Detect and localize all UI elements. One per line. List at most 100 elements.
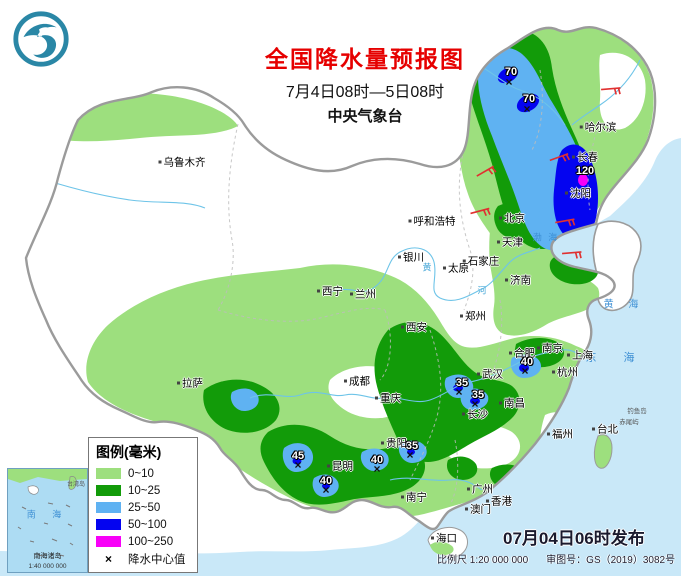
city-name: 广州 <box>472 483 493 496</box>
city-label-西安: 西安 <box>401 320 427 335</box>
city-dot <box>398 255 401 259</box>
city-name: 石家庄 <box>467 255 500 268</box>
city-label-济南: 济南 <box>505 273 531 288</box>
city-dot <box>572 155 575 159</box>
precip-center-value: 40 <box>319 475 333 487</box>
precip-center-value: 45 <box>291 450 305 462</box>
city-dot <box>462 259 466 263</box>
map-scale-line: 比例尺 1:20 000 000 审图号：GS（2019）3082号 <box>437 551 681 566</box>
city-dot <box>567 353 570 357</box>
city-label-沈阳: 沈阳 <box>565 186 591 201</box>
city-name: 西安 <box>406 321 427 334</box>
city-label-南宁: 南宁 <box>401 490 427 505</box>
issue-time: 07月04日06时发布 <box>503 529 645 548</box>
city-dot <box>350 292 353 296</box>
legend-swatch <box>96 536 121 547</box>
city-dot <box>327 464 330 468</box>
legend-range-label: 25~50 <box>128 501 161 514</box>
precip-core-xinjiang <box>63 110 69 116</box>
city-dot <box>344 379 347 383</box>
precip-center-marker: × <box>455 385 463 399</box>
precip-center-marker: × <box>523 102 531 116</box>
city-name: 哈尔滨 <box>584 121 617 134</box>
legend-swatch <box>96 468 121 479</box>
river-label: 黄 <box>422 262 432 273</box>
city-dot <box>537 346 540 350</box>
legend-item: 100~250 <box>96 533 191 550</box>
city-name: 昆明 <box>332 460 353 473</box>
precip-core-wuhan-1 <box>453 384 463 392</box>
legend-swatch <box>96 485 121 496</box>
inset-scale: 1:40 000 000 <box>28 563 67 570</box>
dry-hole-ne-top <box>599 52 646 130</box>
city-dot <box>505 278 508 282</box>
precip-core-guiyang <box>407 449 415 455</box>
city-dot <box>401 495 404 499</box>
city-name: 太原 <box>448 262 469 275</box>
city-dot <box>375 396 378 400</box>
precip-core-ne-70a <box>497 66 519 84</box>
city-name: 贵阳 <box>386 437 407 450</box>
city-dot <box>579 125 583 129</box>
wind-barb-icon <box>597 73 628 104</box>
legend-range-label: 10~25 <box>128 484 161 497</box>
city-name: 重庆 <box>380 392 401 405</box>
city-dot <box>547 432 550 436</box>
city-dot <box>460 314 463 318</box>
legend-swatch <box>96 502 121 513</box>
precip-core-shenyang-magenta <box>578 174 588 186</box>
inset-coast <box>8 469 87 483</box>
city-label-香港: 香港 <box>486 494 512 509</box>
city-label-南昌: 南昌 <box>499 396 525 411</box>
city-dot <box>565 191 568 195</box>
city-label-兰州: 兰州 <box>350 287 376 302</box>
city-name: 郑州 <box>465 310 486 323</box>
city-dot <box>592 427 595 431</box>
precip-region-xinjiang-lightblue <box>59 108 81 120</box>
city-label-天津: 天津 <box>497 235 523 250</box>
city-name: 长春 <box>577 151 598 164</box>
inset-hainan <box>27 485 39 495</box>
legend-item: 10~25 <box>96 482 191 499</box>
sea-label: 黄 海 <box>603 299 645 311</box>
city-name: 西宁 <box>322 285 343 298</box>
precip-region-west-border <box>26 128 47 200</box>
precip-core-ne-120 <box>553 144 598 240</box>
river-label: 河 <box>477 285 487 296</box>
page-title: 全国降水量预报图 <box>265 46 465 72</box>
city-name: 拉萨 <box>182 377 203 390</box>
precip-core-yunnan-west <box>292 457 302 465</box>
wind-barb-icon <box>473 157 500 184</box>
precip-core-wuhan-2 <box>470 397 480 405</box>
city-dot <box>381 441 384 445</box>
legend-rows: 0~10 10~25 25~50 50~100 100~250 <box>96 465 191 550</box>
city-label-澳门: 澳门 <box>465 502 491 517</box>
city-label-昆明: 昆明 <box>327 459 353 474</box>
scale-label: 比例尺 1:20 000 000 <box>437 555 529 566</box>
city-dot <box>317 289 320 293</box>
city-name: 上海 <box>572 349 593 362</box>
wind-barb-icon <box>558 237 589 268</box>
city-label-长沙: 长沙 <box>462 407 488 422</box>
city-dot <box>467 487 470 491</box>
city-name: 银川 <box>403 251 424 264</box>
license-number: 审图号：GS（2019）3082号 <box>546 555 676 566</box>
map-legend: 图例(毫米) 0~10 10~25 25~50 50~100 100~250 × 降水中… <box>88 437 198 573</box>
inset-sea-label: 南 海 <box>26 509 69 520</box>
city-label-广州: 广州 <box>467 482 493 497</box>
city-name: 福州 <box>552 428 573 441</box>
city-name: 长沙 <box>467 408 488 421</box>
legend-range-label: 50~100 <box>128 518 167 531</box>
city-label-拉萨: 拉萨 <box>177 376 203 391</box>
city-dot <box>462 412 465 416</box>
city-dot <box>443 266 446 270</box>
city-name: 台北 <box>597 423 618 436</box>
city-label-哈尔滨: 哈尔滨 <box>579 120 617 135</box>
city-label-北京: 北京 <box>499 211 525 226</box>
center-marker-label: 降水中心值 <box>128 553 186 566</box>
inset-islands <box>17 502 74 557</box>
city-name: 南京 <box>542 342 563 355</box>
city-label-长春: 长春 <box>572 150 598 165</box>
city-dot <box>477 372 480 376</box>
